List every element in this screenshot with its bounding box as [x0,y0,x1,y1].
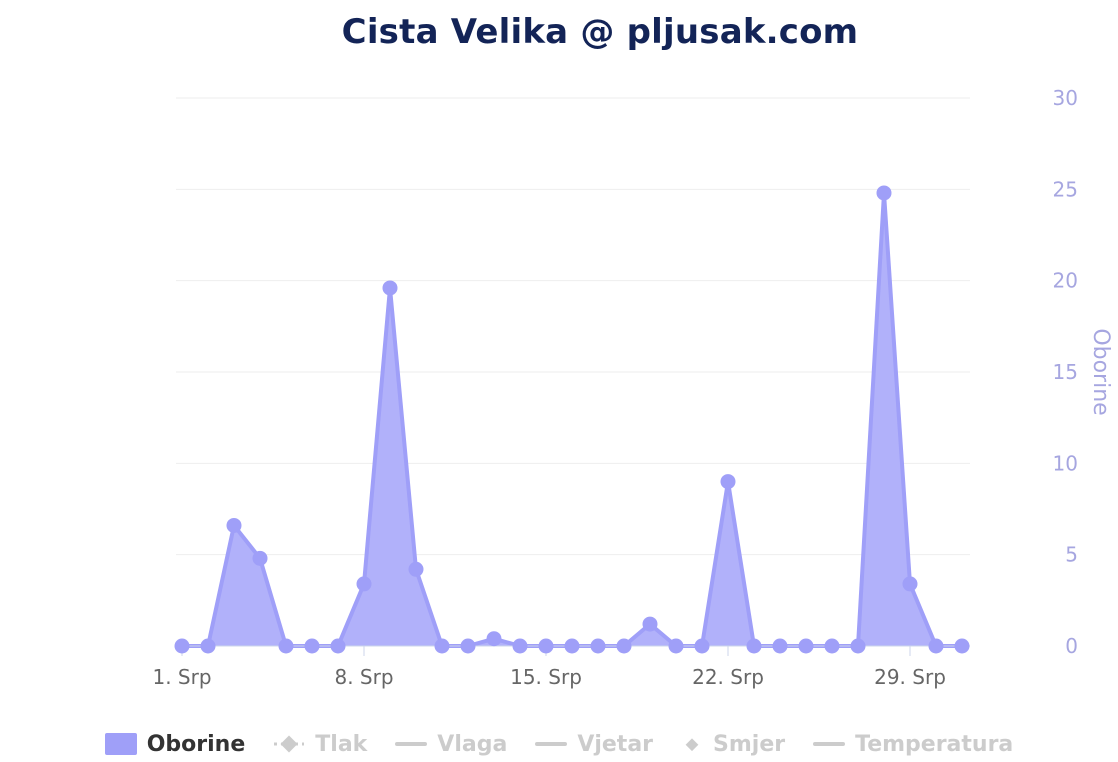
grid-layer [176,97,970,556]
legend-label: Vjetar [577,731,654,757]
y-tick-label: 10 [1053,451,1078,475]
legend-rect-icon [104,733,137,755]
data-point[interactable] [902,576,918,592]
series-area-oborine [182,192,962,646]
x-tick-label: 1. Srp [152,665,211,689]
data-point[interactable] [876,185,892,201]
data-point[interactable] [434,638,450,654]
data-point[interactable] [668,638,684,654]
chart-title: Cista Velika @ pljusak.com [341,12,859,52]
y-tick-label: 0 [1065,634,1078,658]
data-point[interactable] [850,638,866,654]
legend-label: Oborine [146,731,246,757]
y-tick-label: 30 [1053,86,1078,110]
data-point[interactable] [278,638,294,654]
y-axis: 0 5 10 15 20 25 30 [1053,86,1078,658]
precipitation-chart: 0 5 10 15 20 25 30 1. Srp 8. Srp 15. Srp 22. Srp 2… [152,86,1113,689]
data-point[interactable] [226,517,242,533]
x-tick-label: 22. Srp [692,665,764,689]
data-point[interactable] [642,616,658,632]
data-point[interactable] [538,638,554,654]
data-point[interactable] [200,638,216,654]
x-tick-label: 8. Srp [334,665,393,689]
x-tick-label: 29. Srp [874,665,946,689]
y-tick-label: 5 [1065,543,1078,567]
legend-dotted-line-icon [273,733,305,755]
data-point[interactable] [772,638,788,654]
legend-item-tlak[interactable]: Tlak [273,732,367,757]
legend-label: Temperatura [855,731,1014,757]
data-point[interactable] [460,638,476,654]
legend-item-oborine[interactable]: Oborine [104,731,246,757]
data-point[interactable] [824,638,840,654]
data-point[interactable] [954,638,970,654]
legend-line-icon [535,742,568,746]
data-point[interactable] [590,638,606,654]
legend: Oborine Tlak Vlaga Vjetar Smjer Temperatura [0,726,1118,762]
legend-label: Smjer [713,731,786,757]
data-point[interactable] [720,474,736,490]
series-markers [174,185,970,654]
legend-label: Vlaga [437,731,508,757]
data-point[interactable] [746,638,762,654]
data-point[interactable] [486,631,502,647]
data-point[interactable] [512,638,528,654]
legend-item-vlaga[interactable]: Vlaga [395,732,507,757]
data-point[interactable] [798,638,814,654]
legend-diamond-icon [681,733,703,755]
series-area-layer [182,190,962,648]
legend-line-icon [813,742,846,746]
data-point[interactable] [564,638,580,654]
x-tick-label: 15. Srp [510,665,582,689]
legend-item-smjer[interactable]: Smjer [681,732,785,757]
data-point[interactable] [694,638,710,654]
legend-item-vjetar[interactable]: Vjetar [535,732,653,757]
data-point[interactable] [252,550,268,566]
data-point[interactable] [356,576,372,592]
data-point[interactable] [174,638,190,654]
legend-line-icon [395,742,428,746]
y-tick-label: 20 [1053,269,1078,293]
data-point[interactable] [304,638,320,654]
y-tick-label: 25 [1053,177,1078,201]
data-point[interactable] [382,280,398,296]
series-line-oborine [182,190,962,648]
data-point[interactable] [928,638,944,654]
y-tick-label: 15 [1053,360,1078,384]
data-point[interactable] [408,561,424,577]
y-axis-title: Oborine [1088,328,1113,415]
legend-label: Tlak [315,731,368,757]
x-axis: 1. Srp 8. Srp 15. Srp 22. Srp 29. Srp [152,645,970,689]
data-point[interactable] [330,638,346,654]
legend-item-temperatura[interactable]: Temperatura [813,732,1013,757]
data-point[interactable] [616,638,632,654]
